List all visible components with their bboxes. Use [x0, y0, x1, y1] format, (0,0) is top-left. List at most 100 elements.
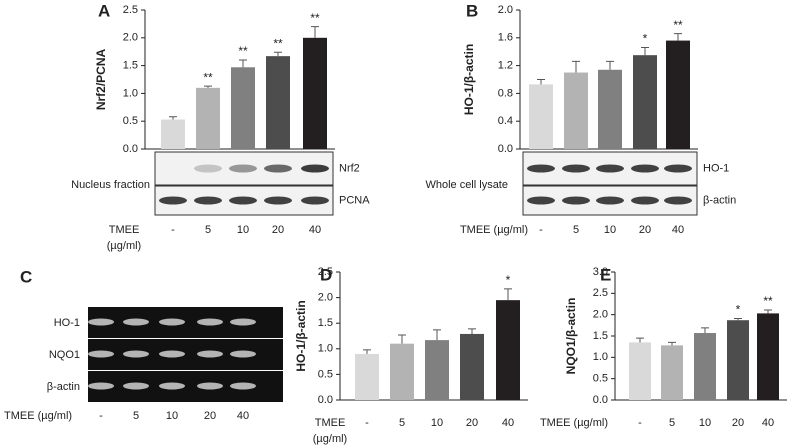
bar — [666, 40, 690, 149]
panel-letter: B — [466, 1, 478, 20]
x-tick-label: 20 — [272, 224, 284, 236]
x-tick-label: 40 — [502, 417, 514, 429]
bar — [303, 37, 327, 149]
error-bar — [764, 309, 772, 314]
panel-letter: E — [600, 265, 611, 284]
gel-band — [230, 350, 256, 358]
x-tick-label: - — [365, 417, 369, 429]
blot-band — [229, 164, 257, 173]
panel-letter: A — [98, 1, 110, 20]
x-tick-label: 5 — [399, 417, 405, 429]
band-label: β-actin — [703, 194, 736, 206]
error-bar — [636, 337, 644, 343]
gel-band — [159, 350, 185, 358]
gel-band — [159, 382, 185, 390]
x-axis-label: TMEE (µg/ml) — [312, 417, 348, 445]
blot-band — [264, 196, 292, 205]
y-tick-label: 1.5 — [593, 330, 608, 342]
blot-band — [301, 196, 329, 205]
error-bar — [606, 60, 614, 70]
gel-band — [230, 382, 256, 390]
blot-band — [562, 196, 590, 205]
y-axis-label: HO-1/β-actin — [294, 300, 308, 371]
y-axis-label: NQO1/β-actin — [564, 298, 578, 375]
error-bar — [537, 79, 545, 85]
gel-band — [88, 318, 114, 326]
y-tick-label: 0.5 — [318, 368, 333, 380]
blot-band — [229, 196, 257, 205]
blot-band — [527, 164, 555, 173]
x-tick-label: 40 — [762, 417, 774, 429]
blot-band — [664, 196, 692, 205]
y-axis-label: HO-1/β-actin — [462, 44, 476, 115]
error-bar — [734, 318, 742, 321]
y-tick-label: 2.0 — [123, 32, 138, 44]
y-tick-label: 2.5 — [318, 266, 333, 278]
bar — [425, 340, 449, 400]
y-tick-label: 2.0 — [498, 4, 513, 16]
y-tick-label: 0.0 — [318, 394, 333, 406]
x-tick-label: 5 — [669, 417, 675, 429]
blot-band — [194, 196, 222, 205]
band-label: Nrf2 — [339, 162, 360, 174]
bar — [564, 72, 588, 149]
error-bar — [204, 85, 212, 88]
error-bar — [433, 329, 441, 341]
bar — [529, 84, 553, 149]
bar — [196, 87, 220, 149]
x-tick-label: 5 — [573, 224, 579, 236]
significance-label: * — [736, 303, 741, 317]
y-tick-label: 2.5 — [123, 4, 138, 16]
blot-band — [631, 196, 659, 205]
error-bar — [641, 47, 649, 56]
panel-letter: C — [20, 267, 32, 286]
x-tick-label: - — [171, 224, 175, 236]
x-axis-label: TMEE (µg/ml) — [459, 224, 528, 236]
x-tick-label: 40 — [237, 410, 249, 422]
blot-band — [596, 164, 624, 173]
gel-band — [88, 350, 114, 358]
blot-band — [664, 164, 692, 173]
bar — [266, 56, 290, 150]
gel-band — [123, 318, 149, 326]
panel-letter: D — [320, 265, 332, 284]
gel-band — [197, 382, 223, 390]
blot-side-label: Nucleus fraction — [71, 179, 150, 191]
blot-band — [631, 164, 659, 173]
y-tick-label: 1.0 — [318, 343, 333, 355]
y-tick-label: 1.5 — [318, 317, 333, 329]
y-tick-label: 1.0 — [123, 87, 138, 99]
significance-label: * — [643, 32, 648, 46]
significance-label: ** — [238, 44, 248, 58]
y-tick-label: 1.6 — [498, 32, 513, 44]
x-tick-label: 20 — [639, 224, 651, 236]
bar — [757, 313, 779, 400]
x-tick-label: - — [539, 224, 543, 236]
gel-band — [123, 382, 149, 390]
error-bar — [468, 328, 476, 334]
blot-band — [527, 196, 555, 205]
x-tick-label: 10 — [166, 410, 178, 422]
gel-band — [88, 382, 114, 390]
blot-band — [264, 164, 292, 173]
y-tick-label: 0.5 — [593, 373, 608, 385]
band-label: NQO1 — [49, 349, 80, 361]
x-axis-label: TMEE (µg/ml) — [106, 224, 142, 252]
blot-band — [562, 164, 590, 173]
gel-band — [197, 350, 223, 358]
blot-band — [596, 196, 624, 205]
x-tick-label: 20 — [204, 410, 216, 422]
bar — [231, 67, 255, 149]
error-bar — [311, 26, 319, 38]
y-tick-label: 0.8 — [498, 87, 513, 99]
x-tick-label: 40 — [309, 224, 321, 236]
bar — [390, 343, 414, 400]
error-bar — [169, 116, 177, 120]
bar — [355, 353, 379, 400]
bar — [161, 119, 185, 149]
bar — [598, 69, 622, 149]
band-label: HO-1 — [54, 317, 80, 329]
bar — [629, 342, 651, 400]
bar — [633, 55, 657, 149]
